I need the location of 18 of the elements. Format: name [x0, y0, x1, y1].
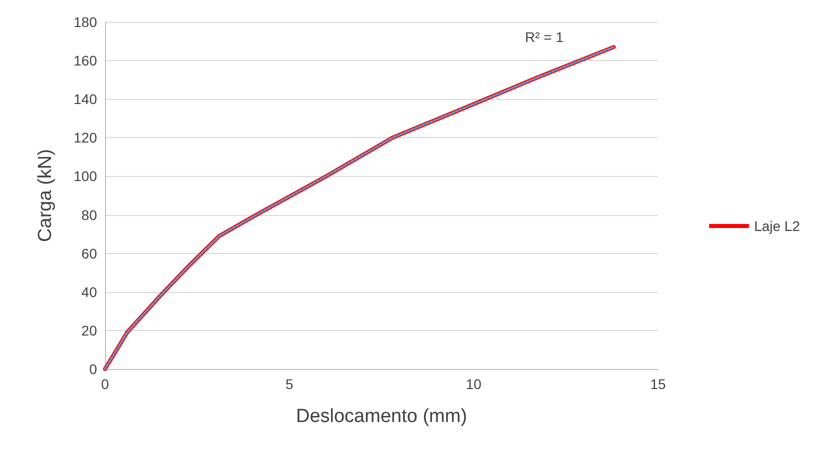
- y-axis-title: Carga (kN): [35, 149, 56, 242]
- y-tick-label: 60: [81, 245, 98, 262]
- x-tick-label: 0: [101, 376, 110, 392]
- x-axis-title: Deslocamento (mm): [296, 406, 468, 427]
- y-tick-label: 40: [81, 284, 98, 300]
- annotation: R² = 1: [525, 29, 564, 45]
- y-tick-label: 80: [81, 206, 98, 223]
- y-tick-label: 120: [74, 130, 98, 146]
- y-tick-label: 0: [89, 361, 98, 377]
- y-tick-label: 180: [74, 14, 98, 30]
- y-tick-label: 160: [74, 52, 98, 69]
- y-tick-label: 140: [74, 91, 98, 108]
- x-tick-label: 10: [466, 376, 482, 392]
- legend-label: Laje L2: [754, 218, 800, 234]
- y-tick-label: 20: [81, 322, 98, 338]
- x-tick-label: 15: [650, 376, 666, 392]
- y-tick-label: 100: [74, 168, 98, 184]
- x-tick-label: 5: [285, 376, 294, 392]
